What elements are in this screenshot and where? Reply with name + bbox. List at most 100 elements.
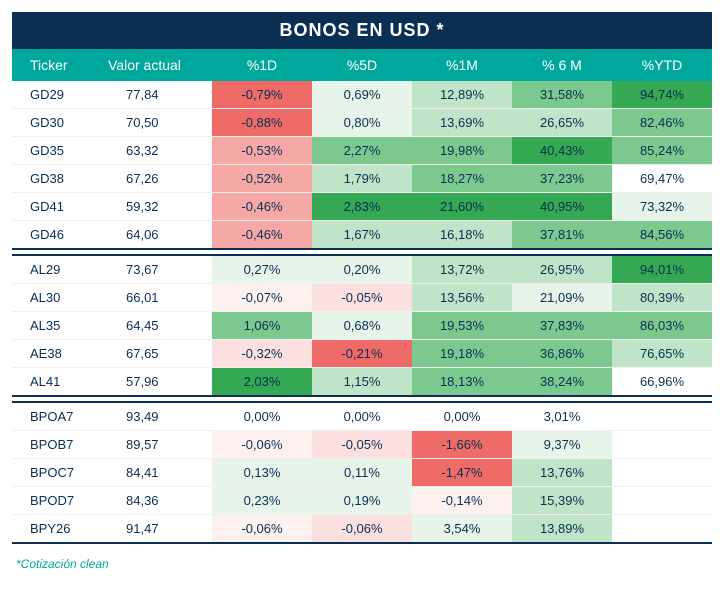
table-row: GD4664,06-0,46%1,67%16,18%37,81%84,56% bbox=[12, 221, 712, 250]
cell-ticker: AL35 bbox=[12, 312, 98, 340]
cell-pct bbox=[612, 487, 712, 515]
table-header-row: Ticker Valor actual %1D %5D %1M % 6 M %Y… bbox=[12, 49, 712, 81]
table-row: GD3070,50-0,88%0,80%13,69%26,65%82,46% bbox=[12, 109, 712, 137]
cell-pct: -0,32% bbox=[212, 340, 312, 368]
cell-pct: 40,95% bbox=[512, 193, 612, 221]
table-row: GD3867,26-0,52%1,79%18,27%37,23%69,47% bbox=[12, 165, 712, 193]
cell-pct: 0,19% bbox=[312, 487, 412, 515]
cell-valor: 77,84 bbox=[98, 81, 212, 109]
cell-pct: 37,23% bbox=[512, 165, 612, 193]
cell-pct: -0,05% bbox=[312, 431, 412, 459]
cell-pct: 0,11% bbox=[312, 459, 412, 487]
cell-ticker: GD35 bbox=[12, 137, 98, 165]
cell-valor: 89,57 bbox=[98, 431, 212, 459]
cell-pct: 2,83% bbox=[312, 193, 412, 221]
cell-pct: 1,79% bbox=[312, 165, 412, 193]
cell-pct: 13,69% bbox=[412, 109, 512, 137]
cell-ticker: AL29 bbox=[12, 255, 98, 284]
cell-pct: -0,06% bbox=[212, 515, 312, 544]
cell-pct: 94,01% bbox=[612, 255, 712, 284]
col-1m: %1M bbox=[412, 49, 512, 81]
col-5d: %5D bbox=[312, 49, 412, 81]
cell-valor: 70,50 bbox=[98, 109, 212, 137]
cell-ticker: BPOD7 bbox=[12, 487, 98, 515]
cell-pct: 26,65% bbox=[512, 109, 612, 137]
cell-pct: 84,56% bbox=[612, 221, 712, 250]
cell-pct: 3,01% bbox=[512, 402, 612, 431]
cell-pct: 0,27% bbox=[212, 255, 312, 284]
cell-pct: 0,20% bbox=[312, 255, 412, 284]
cell-pct: 19,98% bbox=[412, 137, 512, 165]
table-row: AL2973,670,27%0,20%13,72%26,95%94,01% bbox=[12, 255, 712, 284]
cell-pct: 2,27% bbox=[312, 137, 412, 165]
cell-pct: -0,79% bbox=[212, 81, 312, 109]
cell-pct: -0,46% bbox=[212, 221, 312, 250]
cell-ticker: GD41 bbox=[12, 193, 98, 221]
table-row: BPOA793,490,00%0,00%0,00%3,01% bbox=[12, 402, 712, 431]
cell-ticker: GD38 bbox=[12, 165, 98, 193]
col-1d: %1D bbox=[212, 49, 312, 81]
cell-pct: 37,81% bbox=[512, 221, 612, 250]
cell-pct: -0,07% bbox=[212, 284, 312, 312]
cell-pct: 76,65% bbox=[612, 340, 712, 368]
cell-pct: 1,15% bbox=[312, 368, 412, 397]
cell-pct: 15,39% bbox=[512, 487, 612, 515]
cell-pct: 13,56% bbox=[412, 284, 512, 312]
cell-pct: 18,27% bbox=[412, 165, 512, 193]
col-ytd: %YTD bbox=[612, 49, 712, 81]
col-valor: Valor actual bbox=[98, 49, 212, 81]
cell-valor: 63,32 bbox=[98, 137, 212, 165]
cell-pct: 40,43% bbox=[512, 137, 612, 165]
table-row: AL3564,451,06%0,68%19,53%37,83%86,03% bbox=[12, 312, 712, 340]
cell-pct: -0,88% bbox=[212, 109, 312, 137]
table-row: BPOB789,57-0,06%-0,05%-1,66%9,37% bbox=[12, 431, 712, 459]
cell-ticker: AL30 bbox=[12, 284, 98, 312]
cell-ticker: GD29 bbox=[12, 81, 98, 109]
cell-pct: -1,66% bbox=[412, 431, 512, 459]
cell-ticker: AL41 bbox=[12, 368, 98, 397]
cell-pct: -0,46% bbox=[212, 193, 312, 221]
cell-pct: 13,76% bbox=[512, 459, 612, 487]
cell-pct: -0,06% bbox=[212, 431, 312, 459]
table-row: AL4157,962,03%1,15%18,13%38,24%66,96% bbox=[12, 368, 712, 397]
cell-ticker: BPOC7 bbox=[12, 459, 98, 487]
cell-pct: 69,47% bbox=[612, 165, 712, 193]
cell-ticker: GD46 bbox=[12, 221, 98, 250]
cell-pct: 94,74% bbox=[612, 81, 712, 109]
cell-pct: 0,69% bbox=[312, 81, 412, 109]
cell-pct: -1,47% bbox=[412, 459, 512, 487]
cell-valor: 57,96 bbox=[98, 368, 212, 397]
cell-pct: 18,13% bbox=[412, 368, 512, 397]
cell-pct: 80,39% bbox=[612, 284, 712, 312]
cell-ticker: BPY26 bbox=[12, 515, 98, 544]
table-row: AE3867,65-0,32%-0,21%19,18%36,86%76,65% bbox=[12, 340, 712, 368]
cell-pct: 2,03% bbox=[212, 368, 312, 397]
cell-valor: 66,01 bbox=[98, 284, 212, 312]
cell-pct: 26,95% bbox=[512, 255, 612, 284]
cell-pct: 66,96% bbox=[612, 368, 712, 397]
table-title: BONOS EN USD * bbox=[12, 12, 712, 49]
cell-pct: 85,24% bbox=[612, 137, 712, 165]
cell-pct: 38,24% bbox=[512, 368, 612, 397]
cell-pct bbox=[612, 431, 712, 459]
col-6m: % 6 M bbox=[512, 49, 612, 81]
cell-pct: 1,67% bbox=[312, 221, 412, 250]
cell-pct: 16,18% bbox=[412, 221, 512, 250]
cell-pct: -0,53% bbox=[212, 137, 312, 165]
cell-pct: -0,52% bbox=[212, 165, 312, 193]
cell-pct: 0,23% bbox=[212, 487, 312, 515]
cell-pct bbox=[612, 402, 712, 431]
cell-ticker: GD30 bbox=[12, 109, 98, 137]
cell-valor: 84,36 bbox=[98, 487, 212, 515]
table-row: GD2977,84-0,79%0,69%12,89%31,58%94,74% bbox=[12, 81, 712, 109]
cell-pct bbox=[612, 459, 712, 487]
cell-pct: 13,89% bbox=[512, 515, 612, 544]
cell-valor: 67,65 bbox=[98, 340, 212, 368]
cell-pct: -0,21% bbox=[312, 340, 412, 368]
cell-pct: 12,89% bbox=[412, 81, 512, 109]
table-row: BPOC784,410,13%0,11%-1,47%13,76% bbox=[12, 459, 712, 487]
col-ticker: Ticker bbox=[12, 49, 98, 81]
table-row: BPY2691,47-0,06%-0,06%3,54%13,89% bbox=[12, 515, 712, 544]
cell-pct: 21,60% bbox=[412, 193, 512, 221]
table-row: AL3066,01-0,07%-0,05%13,56%21,09%80,39% bbox=[12, 284, 712, 312]
